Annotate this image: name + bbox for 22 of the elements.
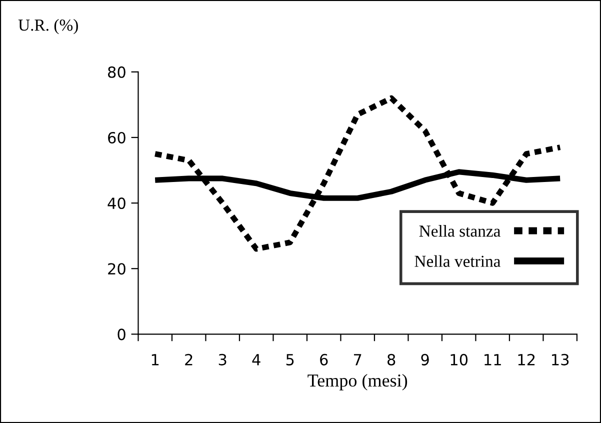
y-tick-label: 80 <box>108 66 126 78</box>
y-tick-label: 40 <box>108 198 126 210</box>
x-tick-label: 11 <box>484 354 501 366</box>
x-tick-label: 4 <box>252 354 260 366</box>
y-tick-label: 0 <box>118 328 126 340</box>
legend-label: Nella stanza <box>419 225 500 237</box>
x-tick-label: 12 <box>518 354 535 366</box>
x-tick-label: 8 <box>388 354 396 366</box>
x-tick-label: 5 <box>286 354 294 366</box>
legend-label: Nella vetrina <box>414 255 501 267</box>
y-tick-label: 60 <box>108 132 126 144</box>
x-tick-label: 13 <box>552 354 569 366</box>
y-axis-title: U.R. (%) <box>18 19 78 34</box>
x-axis-title: Tempo (mesi) <box>308 374 408 390</box>
x-tick-label: 2 <box>185 354 192 366</box>
x-tick-label: 6 <box>320 354 328 366</box>
x-tick-label: 9 <box>421 354 429 366</box>
y-tick-label: 20 <box>108 263 126 275</box>
x-tick-label: 1 <box>152 354 159 366</box>
x-tick-label: 10 <box>450 354 468 366</box>
x-tick-label: 3 <box>218 354 226 366</box>
x-tick-label: 7 <box>354 354 362 366</box>
